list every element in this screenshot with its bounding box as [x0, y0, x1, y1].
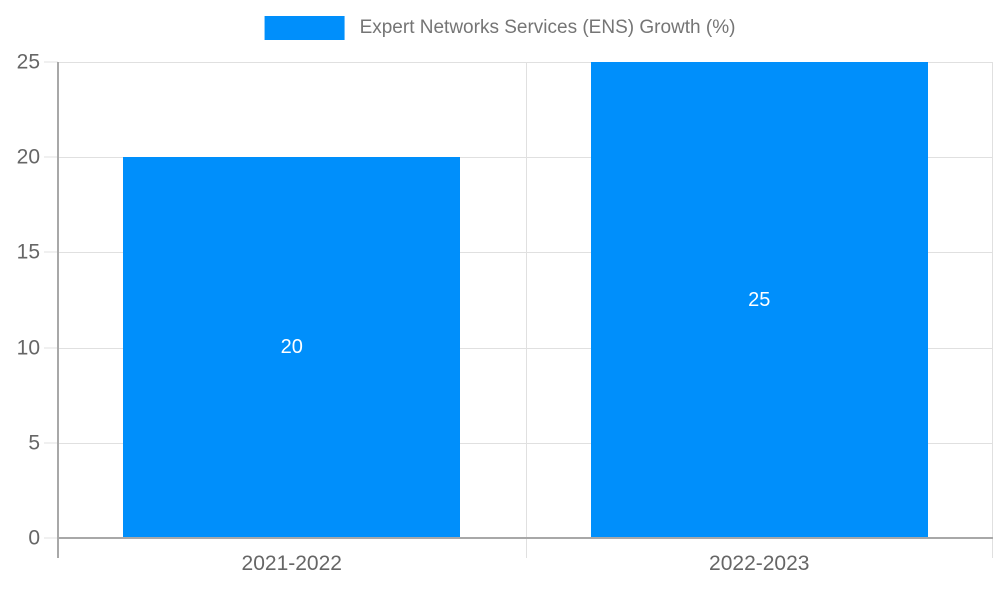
y-tick-label: 20 [16, 145, 40, 169]
y-tick-label: 0 [28, 526, 40, 550]
bar[interactable]: 20 [123, 157, 461, 538]
bar-value-label: 20 [280, 336, 303, 359]
y-tick-label: 25 [16, 50, 40, 74]
legend[interactable]: Expert Networks Services (ENS) Growth (%… [264, 16, 736, 40]
legend-swatch-icon [264, 16, 345, 40]
bar[interactable]: 25 [590, 62, 928, 538]
y-tick-mark [44, 156, 58, 158]
gridline-vertical [525, 62, 527, 558]
y-tick-mark [44, 537, 58, 539]
y-tick-label: 10 [16, 336, 40, 360]
y-axis-line [57, 62, 59, 558]
y-tick-label: 15 [16, 240, 40, 264]
y-tick-mark [44, 251, 58, 253]
plot-area: 20 25 [58, 62, 993, 558]
y-tick-mark [44, 347, 58, 349]
y-tick-mark [44, 61, 58, 63]
x-axis: 2021-2022 2022-2023 [58, 552, 993, 584]
gridline-vertical [992, 62, 993, 558]
x-axis-line [57, 537, 993, 539]
y-tick-mark [44, 442, 58, 444]
bar-value-label: 25 [748, 288, 771, 311]
legend-label: Expert Networks Services (ENS) Growth (%… [359, 17, 736, 38]
x-tick-label: 2021-2022 [241, 552, 342, 575]
y-tick-label: 5 [28, 431, 40, 455]
x-tick-label: 2022-2023 [709, 552, 810, 575]
y-axis: 0 5 10 15 20 25 [0, 52, 58, 549]
